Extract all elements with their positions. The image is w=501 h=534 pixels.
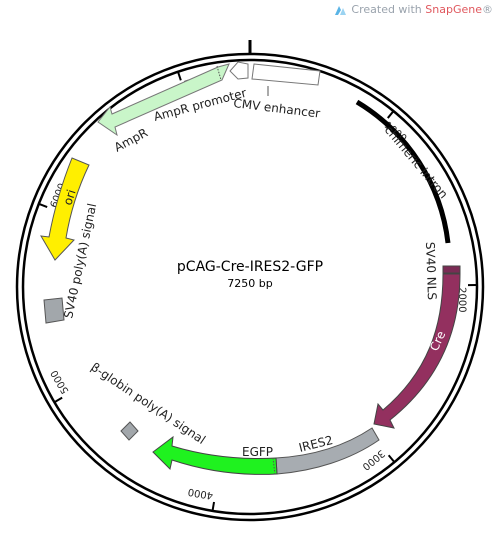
feature-label-beta-globin-polya: β-globin poly(A) signal [88,360,208,447]
tick-mark [38,202,48,209]
tick-mark [211,501,216,512]
feature-label-ori: ori [61,188,79,207]
feature-ampr[interactable] [97,63,230,137]
feature-ires2[interactable] [275,427,380,475]
feature-beta-globin-polya[interactable] [120,421,139,441]
tick-label: 4000 [187,486,214,501]
tick-label: 5000 [49,368,71,396]
feature-chimeric-intron[interactable] [355,99,451,244]
tick-mark [387,110,395,119]
feature-label-egfp: EGFP [242,445,273,459]
tick-mark [177,71,182,81]
feature-label-cmv-enhancer: CMV enhancer [233,96,321,121]
tick-mark [387,454,396,463]
feature-sv40-polya[interactable] [43,297,65,324]
tick-mark [53,396,63,404]
feature-ori[interactable] [40,157,90,261]
feature-cmv-enhancer[interactable] [251,63,321,86]
snapgene-watermark: Created with SnapGene® [333,3,493,16]
plasmid-length: 7250 bp [227,277,272,290]
backbone-inner-circle [21,58,479,516]
feature-ampr-promoter[interactable] [229,61,249,80]
feature-label-sv40-nls: SV40 NLS [423,242,439,301]
tick-label: 2000 [456,287,467,313]
ampr-boundary-marker [216,65,222,81]
plasmid-name: pCAG-Cre-IRES2-GFP [177,259,323,275]
feature-sv40-nls[interactable] [442,265,461,274]
watermark-text: Created with SnapGene® [351,3,493,16]
tick-label: 3000 [360,447,387,472]
feature-cre[interactable] [373,273,461,429]
feature-egfp[interactable] [152,435,278,475]
feature-label-ampr: AmpR [112,125,150,154]
snapgene-logo-icon [335,5,347,15]
